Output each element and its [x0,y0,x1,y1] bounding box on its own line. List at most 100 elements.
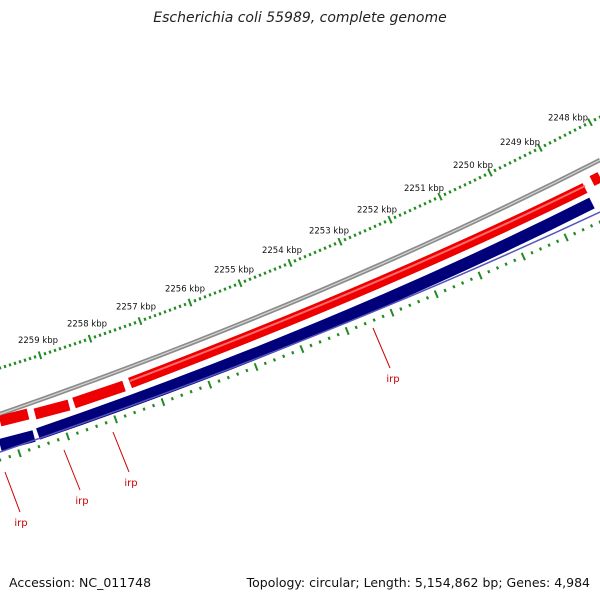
reverse-gene-segment[interactable] [0,430,36,451]
major-tick [433,290,439,299]
minor-tick [258,273,262,278]
minor-tick [353,233,357,238]
minor-tick [408,303,412,308]
gene-leader-line [4,471,21,513]
minor-tick [378,222,382,226]
minor-tick [423,201,427,206]
minor-tick [363,228,367,233]
minor-tick [503,163,507,168]
minor-tick [504,262,508,266]
major-tick [387,215,393,224]
minor-tick [458,185,462,189]
minor-tick [583,122,587,127]
minor-tick [93,335,97,339]
minor-tick [478,175,482,180]
minor-tick [173,306,177,310]
minor-tick [418,204,422,208]
scale-label: 2251 kbp [404,184,444,194]
minor-tick [151,403,156,408]
forward-gene-segment[interactable] [72,380,126,409]
forward-gene-segment[interactable] [33,399,71,420]
forward-gene-highlight [129,185,586,382]
minor-tick [103,331,107,336]
minor-tick [318,248,322,253]
minor-tick [198,297,202,301]
major-tick [437,192,443,201]
minor-tick [8,363,12,367]
minor-tick [158,312,162,316]
minor-tick [37,444,41,449]
genome-backbone-outer [0,157,600,417]
minor-tick [581,227,585,232]
minor-tick [243,279,247,284]
minor-tick [123,414,127,418]
major-tick [537,143,543,152]
minor-tick [318,340,322,344]
major-tick [337,237,343,246]
major-tick [17,449,22,458]
minor-tick [170,396,174,401]
minor-tick [28,356,32,361]
minor-tick [348,235,352,240]
major-tick [563,233,569,242]
minor-tick [23,358,27,362]
major-tick [137,316,143,326]
major-tick [187,298,193,307]
forward-gene-segment[interactable] [589,172,600,186]
minor-tick [113,328,117,332]
scale-label: 2258 kbp [67,320,107,330]
minor-tick [218,289,222,293]
forward-gene-segment[interactable] [128,183,588,389]
minor-tick [498,165,502,170]
minor-tick [428,199,432,204]
minor-tick [518,156,522,160]
major-tick [65,432,71,441]
minor-tick [336,332,340,337]
gene-label-irp[interactable]: irp [14,518,27,529]
inner-scale-ticks [0,220,600,462]
minor-tick [104,421,108,425]
reverse-gene-segment[interactable] [36,197,595,440]
minor-tick [163,310,167,314]
minor-tick [245,368,249,373]
minor-tick [33,355,37,359]
minor-tick [373,224,377,229]
minor-tick [473,178,477,182]
major-tick [237,279,243,288]
minor-tick [228,285,232,289]
minor-tick [133,410,137,415]
minor-tick [573,128,577,132]
forward-gene-segment[interactable] [0,408,30,427]
minor-tick [46,441,51,445]
minor-tick [8,454,12,459]
minor-tick [223,287,227,291]
minor-tick [403,211,407,215]
minor-tick [183,302,187,307]
minor-tick [193,298,197,303]
major-tick [37,351,43,360]
minor-tick [578,125,582,130]
major-tick [253,362,259,372]
minor-tick [513,258,517,263]
minor-tick [543,143,547,148]
major-tick [344,326,350,336]
minor-tick [13,361,17,366]
minor-tick [198,386,203,391]
gene-leader-line [112,431,130,473]
gene-label-irp[interactable]: irp [386,374,399,385]
minor-tick [18,359,22,364]
minor-tick [425,296,430,300]
minor-tick [358,231,362,235]
scale-label: 2259 kbp [18,336,58,346]
major-tick [113,415,118,424]
gene-label-irp[interactable]: irp [124,478,137,489]
minor-tick [328,244,332,248]
minor-tick [408,208,412,213]
minor-tick [308,252,312,257]
major-tick [477,271,483,280]
gene-label-irp[interactable]: irp [75,496,88,507]
minor-tick [443,192,447,197]
minor-tick [233,283,237,288]
minor-tick [443,288,447,293]
